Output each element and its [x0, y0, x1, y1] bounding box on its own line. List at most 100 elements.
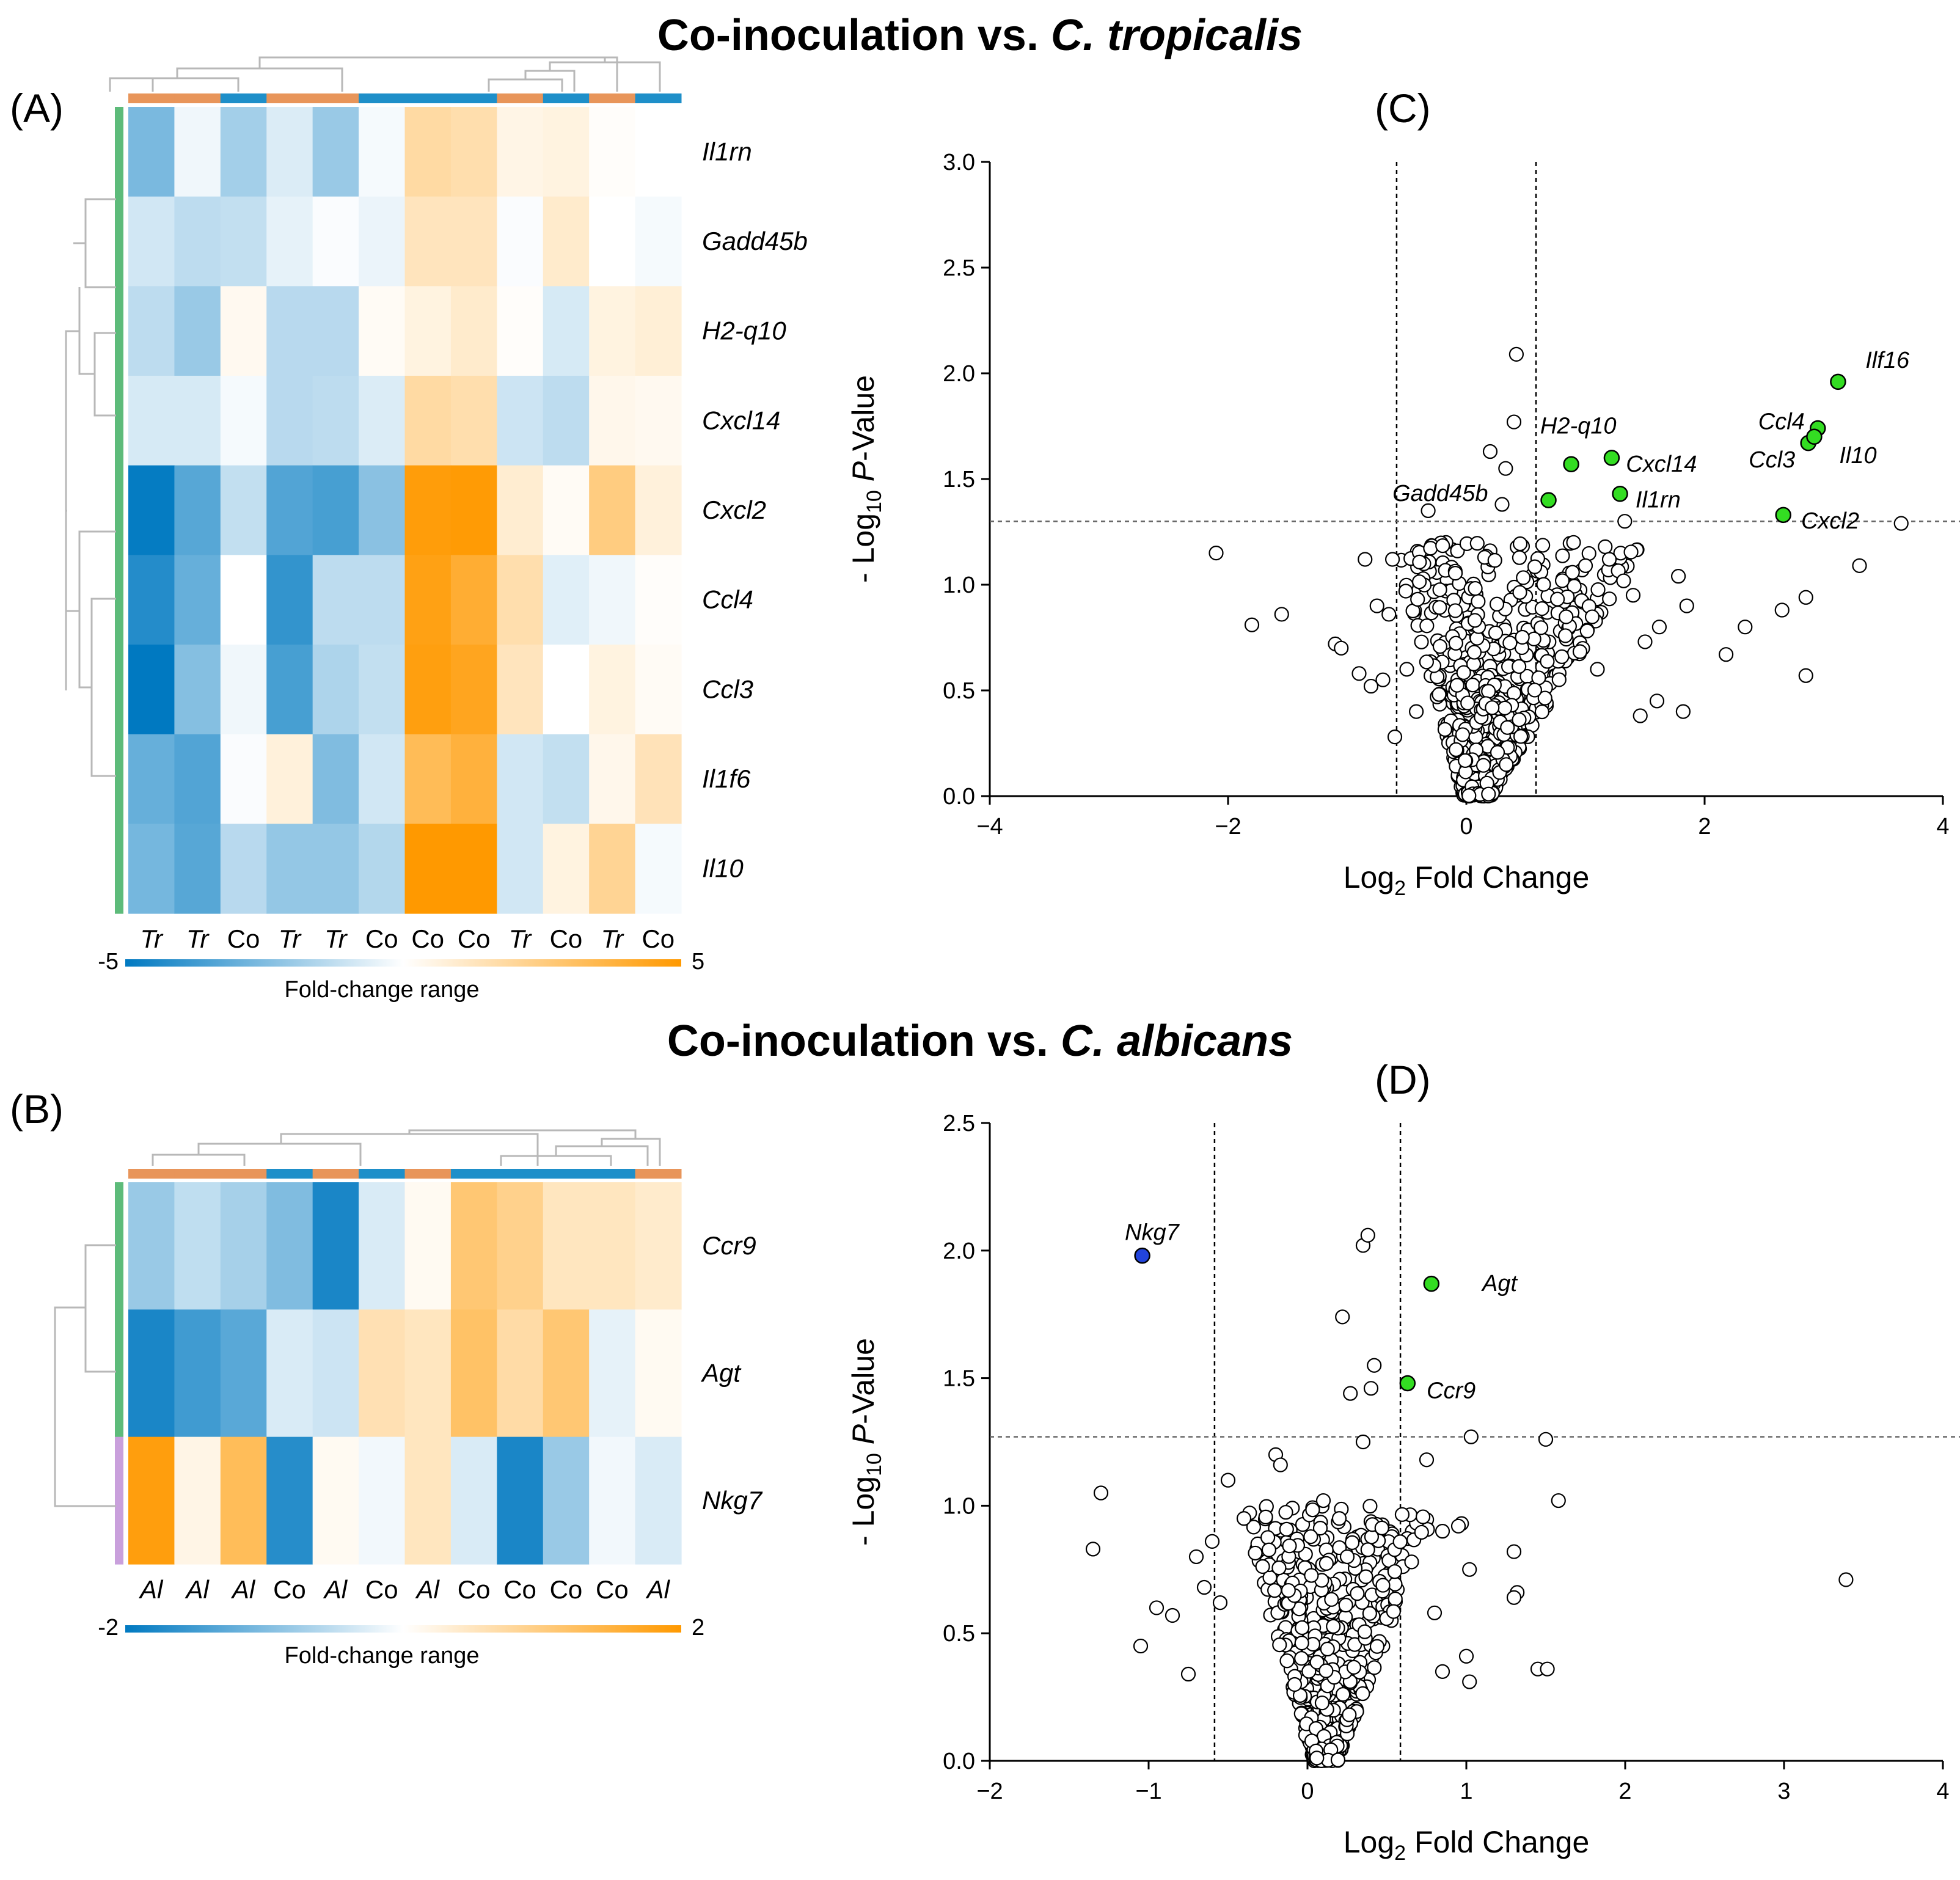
row-group-bar — [115, 734, 123, 824]
gene-point — [1551, 1493, 1566, 1509]
heatmap-cell — [589, 1309, 636, 1438]
heatmap-cell — [450, 1436, 497, 1565]
heatmap-cell — [266, 1182, 313, 1310]
y-tick-label: 0.5 — [943, 678, 975, 704]
gene-point — [1456, 665, 1471, 680]
x-tick-label: 3 — [1777, 1779, 1790, 1804]
gene-point — [1419, 654, 1435, 670]
gene-point — [1461, 788, 1477, 803]
gene-point — [1358, 1569, 1373, 1584]
heatmap-cell — [543, 1436, 590, 1565]
gene-point — [1188, 1549, 1204, 1565]
gene-point — [1294, 1651, 1309, 1666]
heatmap-cell — [450, 196, 497, 287]
gene-point — [1360, 1227, 1375, 1243]
gene-point — [1598, 539, 1613, 555]
y-axis-label-part: - Log — [846, 513, 880, 583]
gene-point — [1314, 1695, 1330, 1711]
gene-point — [1312, 1521, 1328, 1536]
x-tick-label: −1 — [1135, 1779, 1161, 1804]
x-tick-label: 4 — [1936, 1779, 1949, 1804]
gene-point — [1419, 618, 1435, 634]
gene-point — [1281, 1582, 1296, 1598]
column-label: Al — [645, 1575, 671, 1604]
y-axis-label-part — [846, 1444, 880, 1453]
gene-point — [1339, 1549, 1355, 1565]
heatmap-cell — [497, 1309, 544, 1438]
y-axis-label-part: - Log — [846, 1476, 880, 1546]
x-axis-label-part: 2 — [1394, 877, 1406, 900]
gene-point — [1415, 1509, 1431, 1524]
heatmap-cell — [312, 734, 359, 824]
heatmap-cell — [497, 465, 544, 555]
gene-point — [1651, 620, 1667, 635]
heatmap-cell — [450, 286, 497, 376]
x-tick-label: 0 — [1460, 814, 1472, 839]
heatmap-cell — [174, 734, 221, 824]
column-group-bar — [497, 93, 544, 103]
column-group-bar — [635, 93, 682, 103]
gene-point — [1381, 607, 1397, 622]
scale-max-a: 5 — [692, 949, 704, 975]
gene-point — [1462, 1674, 1477, 1689]
y-tick-label: 0.0 — [943, 1749, 975, 1774]
heatmap-cell — [174, 645, 221, 735]
gene-annotation: Agt — [1481, 1271, 1518, 1297]
gene-annotation: Ccl4 — [1758, 409, 1805, 435]
heatmap-cell — [312, 555, 359, 645]
heatmap-cell — [450, 1309, 497, 1438]
gene-point — [1244, 617, 1260, 632]
heatmap-cell — [220, 465, 267, 555]
gene-point — [1248, 1545, 1263, 1561]
gene-point — [1506, 1590, 1522, 1605]
scale-bar-b — [125, 1625, 681, 1633]
gene-point — [1294, 1636, 1309, 1651]
heatmap-cell — [497, 1182, 544, 1310]
heatmap-cell — [266, 1309, 313, 1438]
heatmap-cell — [312, 376, 359, 466]
row-label: Cxcl2 — [702, 496, 766, 524]
gene-point — [1209, 545, 1224, 561]
heatmap-cell — [635, 286, 682, 376]
heatmap-cell — [635, 734, 682, 824]
heatmap-cell — [635, 645, 682, 735]
gene-point — [1537, 690, 1552, 706]
y-tick-label: 0.5 — [943, 1621, 975, 1647]
gene-annotation: Gadd45b — [1392, 481, 1488, 507]
row-dendrogram-a — [65, 198, 116, 777]
gene-point — [1536, 577, 1551, 592]
y-axis-label-part: P — [846, 1424, 880, 1444]
heatmap-cell — [543, 555, 590, 645]
gene-point — [1558, 628, 1573, 643]
heatmap-cell — [220, 555, 267, 645]
gene-annotation: Cxcl14 — [1626, 452, 1697, 477]
column-group-bar — [174, 93, 221, 103]
column-group-bar — [543, 93, 590, 103]
heatmap-cell — [589, 286, 636, 376]
gene-point — [1538, 1432, 1554, 1447]
gene-point — [1338, 1597, 1353, 1613]
heatmap-cell — [312, 645, 359, 735]
gene-point — [1414, 1524, 1429, 1540]
gene-point — [1301, 1664, 1317, 1679]
gene-point — [1255, 1559, 1270, 1575]
row-group-bar — [115, 286, 123, 376]
heatmap-cell — [220, 645, 267, 735]
gene-point — [1246, 1520, 1261, 1535]
gene-point — [1133, 1638, 1149, 1654]
column-label: Tr — [601, 924, 625, 953]
heatmap-cell — [220, 196, 267, 287]
gene-point — [1774, 602, 1790, 618]
gene-point — [1334, 640, 1349, 656]
gene-point — [1385, 552, 1400, 567]
gene-point — [1394, 1507, 1410, 1522]
gene-point — [1427, 1605, 1443, 1620]
gene-point — [1540, 654, 1555, 669]
gene-point — [1482, 444, 1498, 459]
gene-point — [1512, 712, 1527, 728]
column-label: Tr — [509, 924, 533, 953]
heatmap-cell — [450, 107, 497, 197]
heatmap-cell — [312, 286, 359, 376]
column-label: Co — [550, 1575, 583, 1604]
y-tick-label: 1.5 — [943, 1366, 975, 1392]
